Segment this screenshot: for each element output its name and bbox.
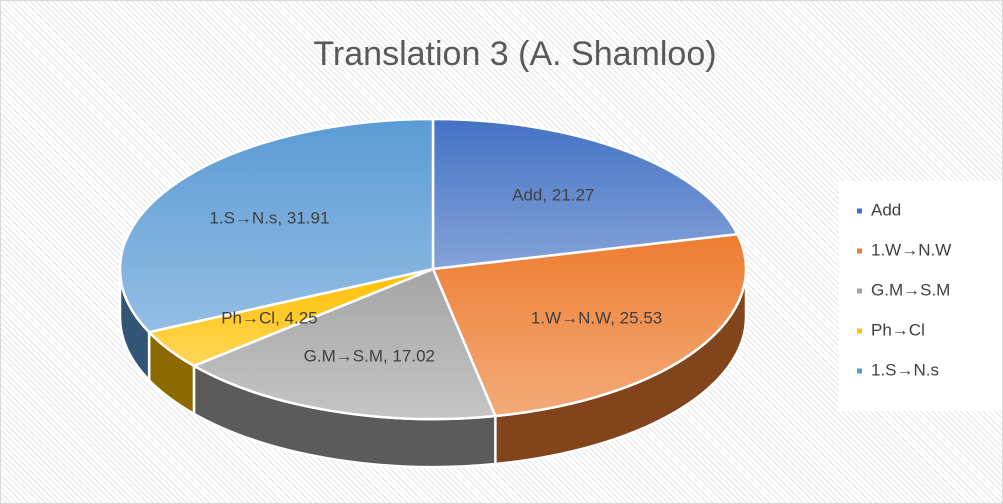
legend-box [839, 181, 1002, 411]
data-label: G.M→S.M, 17.02 [304, 346, 435, 365]
legend-label: G.M→S.M [871, 280, 950, 299]
legend-marker [857, 368, 862, 374]
data-label: 1.S→N.s, 31.91 [209, 208, 329, 227]
legend-label: Add [871, 200, 901, 219]
legend-label: Ph→Cl [871, 320, 925, 339]
slice [431, 232, 748, 418]
slice [191, 267, 498, 421]
legend-label: 1.S→N.s [871, 360, 939, 379]
chart-title: Translation 3 (A. Shamloo) [313, 35, 716, 73]
legend-marker [857, 328, 862, 334]
legend-marker [857, 288, 862, 294]
data-label: Ph→Cl, 4.25 [221, 309, 317, 328]
data-label: 1.W→N.W, 25.53 [531, 309, 662, 328]
data-label: Add, 21.27 [512, 185, 594, 204]
legend-marker [857, 248, 862, 254]
legend-marker [857, 208, 862, 214]
legend-label: 1.W→N.W [871, 240, 951, 259]
slice [118, 117, 435, 334]
slice [431, 117, 740, 271]
